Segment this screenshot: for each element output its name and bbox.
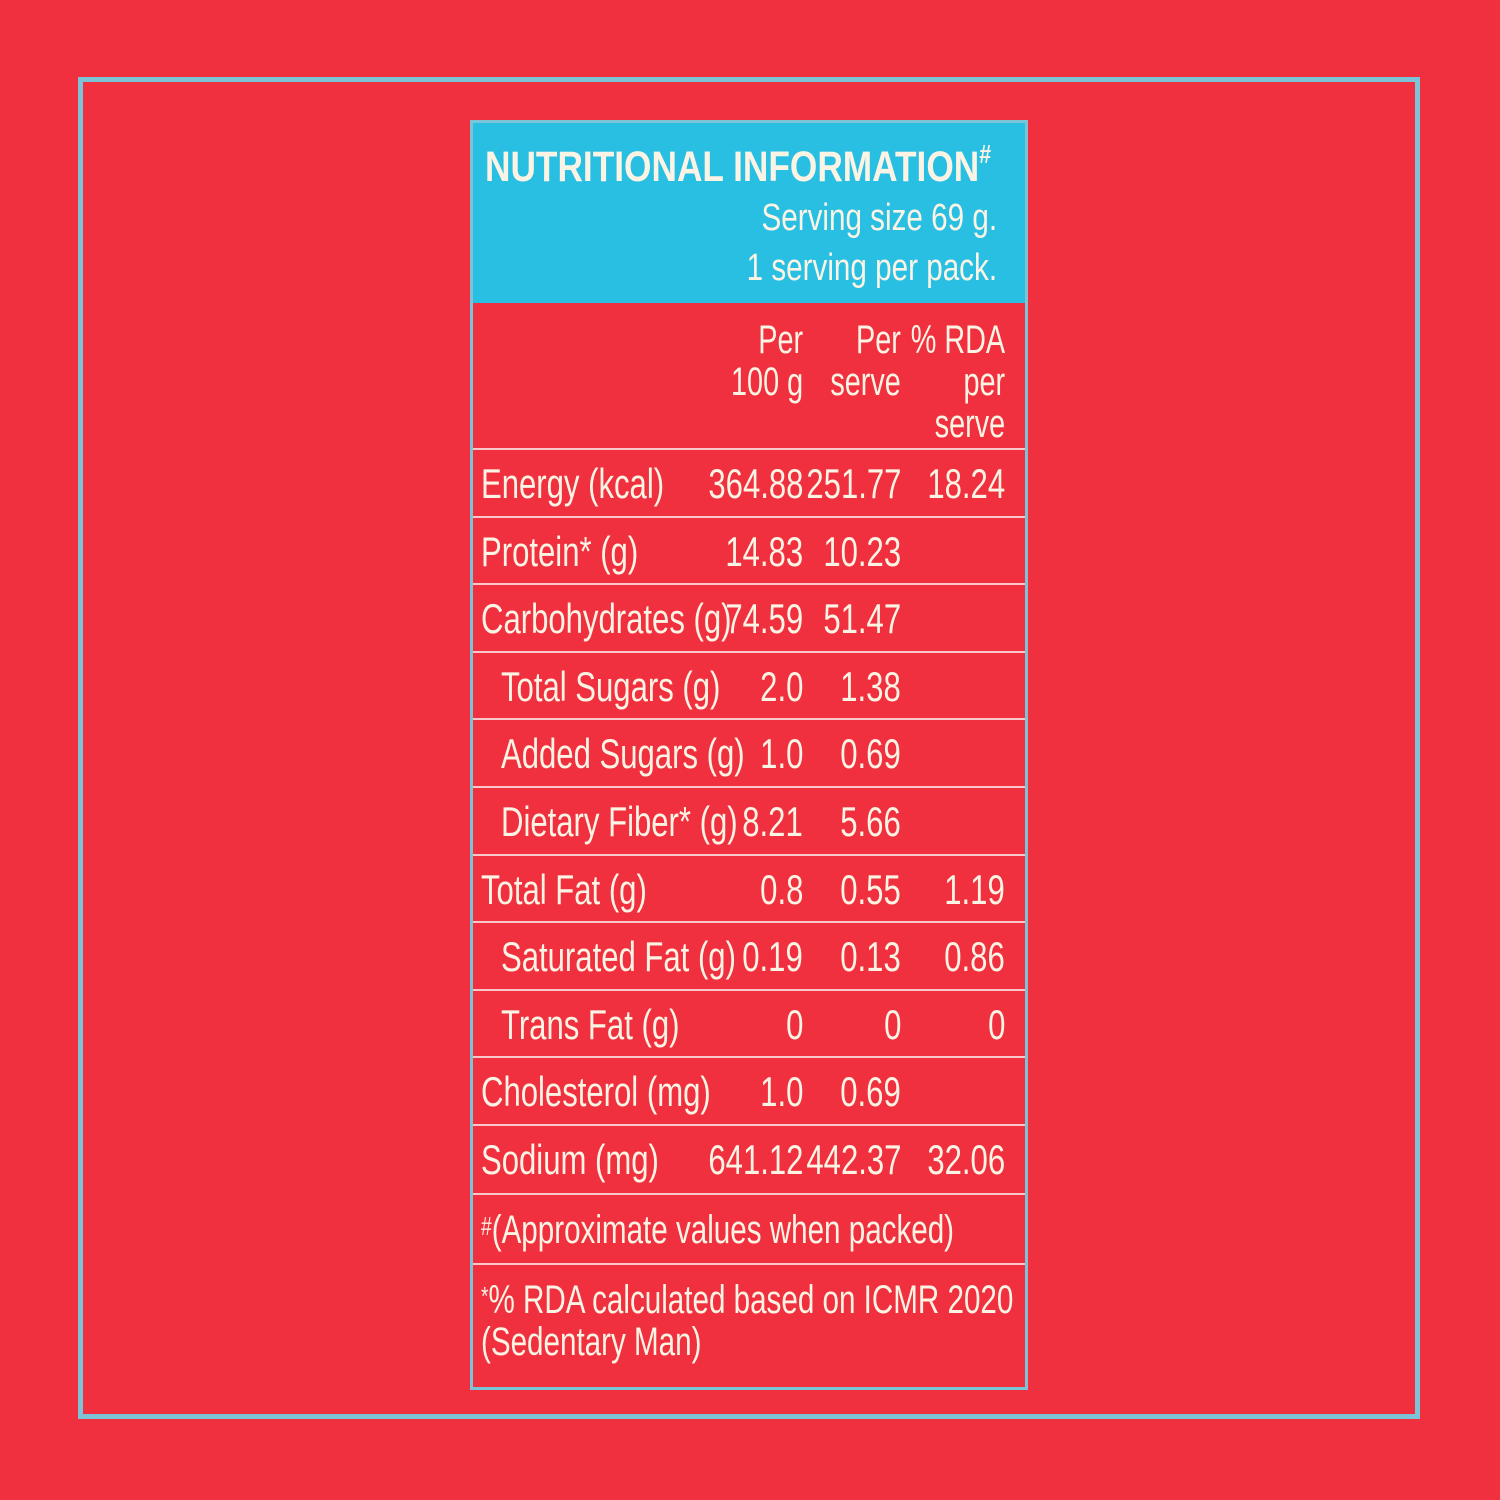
value-per100: 8.21 (742, 798, 803, 845)
serving-size: Serving size 69 g. (761, 197, 997, 239)
table-row: Cholesterol (mg) 1.0 0.69 (473, 1056, 1025, 1124)
value-rda: 18.24 (927, 460, 1005, 507)
table-row: Carbohydrates (g) 74.59 51.47 (473, 583, 1025, 651)
value-per100: 14.83 (725, 527, 803, 575)
table-row: Added Sugars (g) 1.0 0.69 (473, 718, 1025, 786)
value-perServe: 0.55 (840, 865, 901, 913)
nutrient-label: Added Sugars (g) (501, 730, 745, 778)
table-row: Dietary Fiber* (g) 8.21 5.66 (473, 786, 1025, 854)
nutrient-label: Total Fat (g) (481, 865, 647, 913)
footnote-divider-2 (473, 1263, 1025, 1265)
nutrient-label: Cholesterol (mg) (481, 1068, 711, 1116)
value-perServe: 0.13 (840, 933, 901, 981)
value-perServe: 10.23 (823, 527, 901, 575)
value-perServe: 0.69 (840, 1068, 901, 1116)
title-mark: # (979, 139, 992, 169)
value-rda: 0.86 (944, 933, 1005, 981)
value-perServe: 0.69 (840, 730, 901, 778)
table-row: Total Sugars (g) 2.0 1.38 (473, 650, 1025, 719)
servings-per-pack: 1 serving per pack. (746, 247, 997, 289)
value-per100: 641.12 (707, 1136, 803, 1183)
value-rda: 0 (987, 1000, 1005, 1048)
nutrient-label: Dietary Fiber* (g) (501, 798, 738, 845)
value-perServe: 1.38 (840, 662, 901, 710)
value-perServe: 251.77 (805, 460, 901, 507)
table-row: Energy (kcal) 364.88 251.77 18.24 (473, 448, 1025, 516)
value-perServe: 0 (883, 1000, 901, 1048)
value-perServe: 5.66 (840, 798, 901, 845)
value-per100: 1.0 (759, 730, 803, 778)
value-per100: 2.0 (759, 662, 803, 710)
nutrient-label: Sodium (mg) (481, 1136, 659, 1183)
table-row: Total Fat (g) 0.8 0.55 1.19 (473, 853, 1025, 922)
column-header-per-serve: Per serve (830, 318, 901, 404)
outer-frame (78, 77, 1420, 1419)
value-per100: 1.0 (759, 1068, 803, 1116)
value-per100: 0 (785, 1000, 803, 1048)
nutrient-label: Total Sugars (g) (501, 662, 721, 710)
title-text: NUTRITIONAL INFORMATION (485, 143, 980, 191)
footnote-divider (473, 1193, 1025, 1195)
nutrient-label: Energy (kcal) (481, 460, 665, 507)
nutrient-label: Carbohydrates (g) (481, 595, 732, 643)
table-row: Saturated Fat (g) 0.19 0.13 0.86 (473, 921, 1025, 989)
value-per100: 74.59 (725, 595, 803, 643)
nutrition-header: NUTRITIONAL INFORMATION# Serving size 69… (473, 123, 1025, 303)
value-perServe: 51.47 (823, 595, 901, 643)
nutrition-panel: NUTRITIONAL INFORMATION# Serving size 69… (470, 120, 1028, 1390)
value-rda: 32.06 (927, 1136, 1005, 1183)
table-row: Trans Fat (g) 0 0 0 (473, 988, 1025, 1057)
table-row: Protein* (g) 14.83 10.23 (473, 515, 1025, 584)
nutrition-title: NUTRITIONAL INFORMATION# (485, 139, 991, 192)
value-perServe: 442.37 (805, 1136, 901, 1183)
footnote-approximate: #(Approximate values when packed) (481, 1208, 955, 1252)
nutrient-label: Saturated Fat (g) (501, 933, 736, 981)
table-row: Sodium (mg) 641.12 442.37 32.06 (473, 1124, 1025, 1192)
value-per100: 0.19 (742, 933, 803, 981)
nutrient-label: Protein* (g) (481, 527, 639, 575)
value-per100: 0.8 (759, 865, 803, 913)
value-per100: 364.88 (707, 460, 803, 507)
nutrient-label: Trans Fat (g) (501, 1000, 680, 1048)
column-header-rda: % RDA per serve (910, 318, 1005, 446)
footnote-rda: *% RDA calculated based on ICMR 2020 (Se… (481, 1278, 1014, 1364)
column-header-per-100g: Per 100 g (730, 318, 803, 404)
value-rda: 1.19 (944, 865, 1005, 913)
